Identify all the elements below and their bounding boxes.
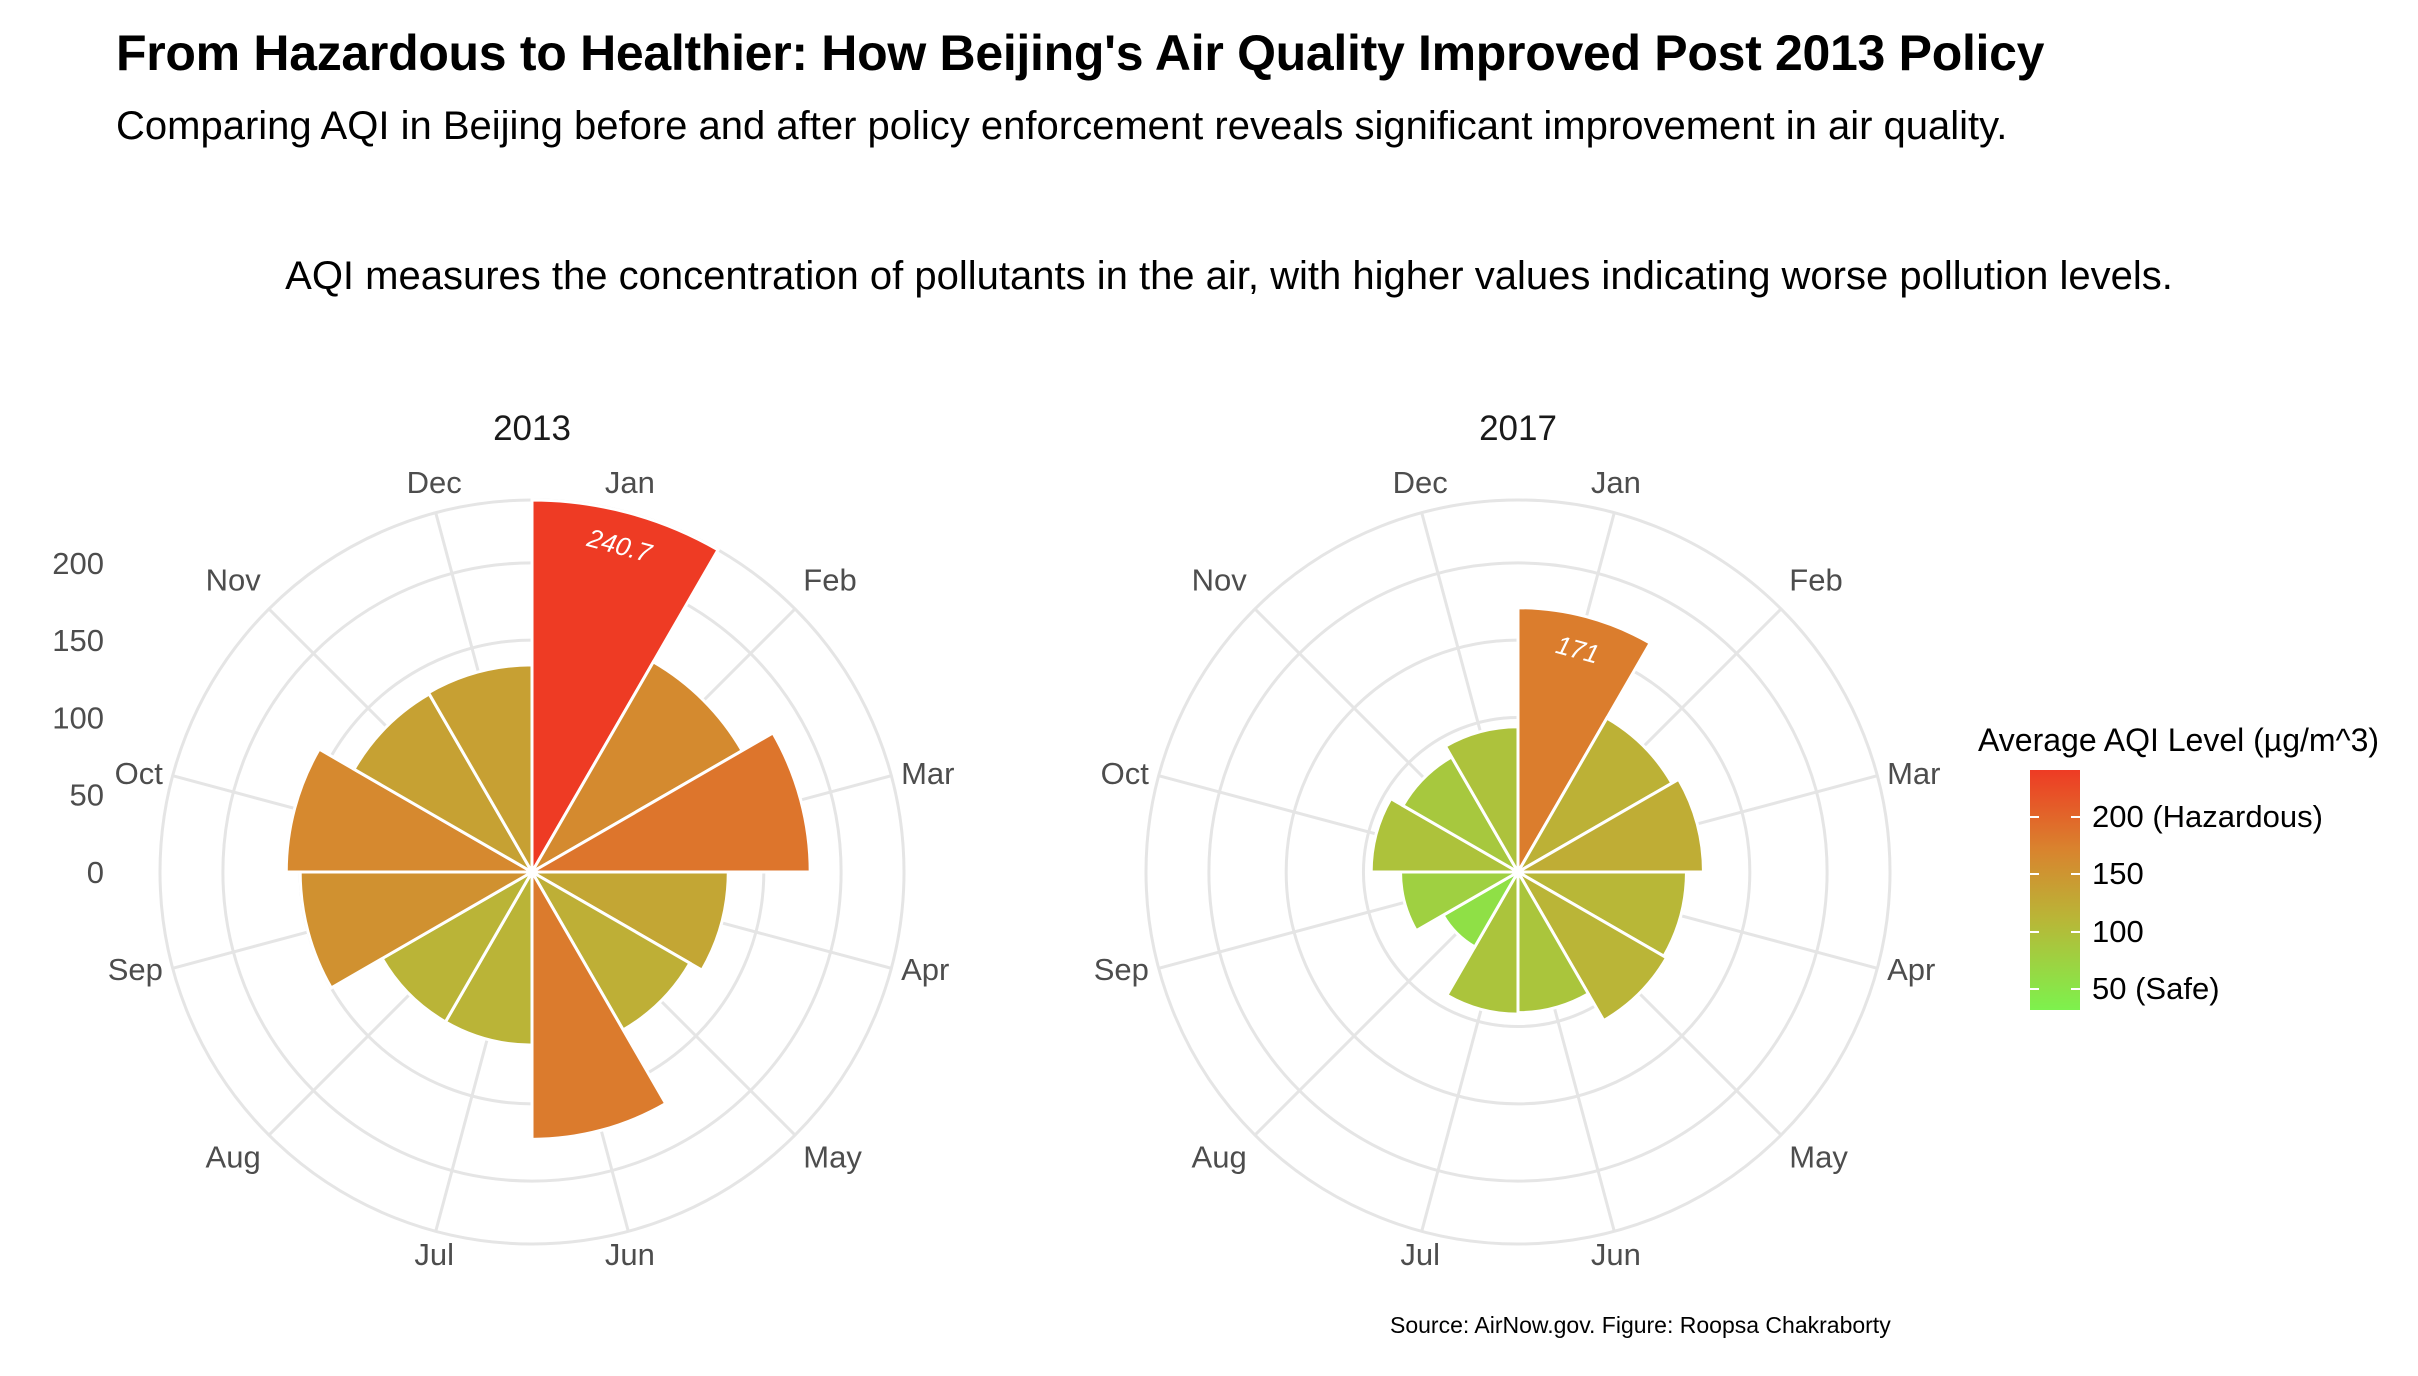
month-label-feb: Feb [803, 563, 856, 598]
month-label-oct: Oct [1101, 756, 1150, 791]
chart-title: From Hazardous to Healthier: How Beijing… [116, 25, 2045, 81]
month-label-oct: Oct [115, 756, 164, 791]
bar-jan [1516, 606, 1653, 878]
month-label-jul: Jul [414, 1237, 454, 1272]
panel-title-2017: 2017 [1479, 409, 1557, 448]
bar-oct [284, 747, 538, 874]
bar-jul [443, 866, 534, 1047]
panel-title-2013: 2013 [493, 409, 571, 448]
legend-color-bar [2030, 770, 2080, 1010]
month-label-dec: Dec [1393, 465, 1448, 500]
month-label-may: May [1789, 1139, 1848, 1174]
bar-mar [526, 730, 812, 874]
radial-tick-label: 50 [70, 778, 104, 813]
month-label-jan: Jan [605, 465, 655, 500]
month-label-mar: Mar [1887, 756, 1940, 791]
month-label-sep: Sep [108, 952, 163, 987]
grid-circle [1144, 498, 1892, 1246]
bar-dec [426, 663, 534, 878]
month-label-nov: Nov [206, 563, 262, 598]
grid-circle [1207, 561, 1829, 1183]
bar-aug [380, 867, 537, 1024]
legend-title: Average AQI Level (µg/m^3) [1978, 722, 2380, 758]
month-label-nov: Nov [1192, 563, 1248, 598]
month-label-mar: Mar [901, 756, 954, 791]
bar-jan [530, 498, 721, 878]
bar-sep [298, 870, 538, 990]
bar-may [1513, 867, 1669, 1023]
bar-dec [1443, 725, 1520, 878]
month-label-aug: Aug [206, 1139, 261, 1174]
legend-label: 200 (Hazardous) [2092, 798, 2323, 834]
month-label-apr: Apr [1887, 952, 1935, 987]
bar-feb [1513, 716, 1674, 877]
bar-apr [1512, 870, 1688, 959]
month-label-feb: Feb [1789, 563, 1842, 598]
month-label-aug: Aug [1192, 1139, 1247, 1174]
bar-feb [527, 659, 745, 877]
month-label-apr: Apr [901, 952, 949, 987]
month-label-jan: Jan [1591, 465, 1641, 500]
chart-subtitle: Comparing AQI in Beijing before and afte… [116, 104, 2008, 148]
bar-mar [1512, 777, 1705, 874]
radial-tick-label: 100 [52, 700, 104, 735]
legend-label: 150 [2092, 856, 2144, 892]
bar-jul [1444, 866, 1520, 1016]
bar-nov [351, 691, 537, 877]
bar-may [527, 867, 692, 1032]
chart-caption: AQI measures the concentration of pollut… [285, 254, 2173, 298]
month-label-jul: Jul [1400, 1237, 1440, 1272]
bar-oct [1369, 796, 1524, 874]
radial-tick-label: 0 [87, 855, 104, 890]
month-label-jun: Jun [605, 1237, 655, 1272]
radial-tick-label: 150 [52, 623, 104, 658]
source-note: Source: AirNow.gov. Figure: Roopsa Chakr… [1390, 1312, 1891, 1338]
month-label-jun: Jun [1591, 1237, 1641, 1272]
month-label-dec: Dec [407, 465, 462, 500]
legend-label: 50 (Safe) [2092, 971, 2220, 1007]
month-label-may: May [803, 1139, 862, 1174]
legend-label: 100 [2092, 913, 2144, 949]
month-label-sep: Sep [1094, 952, 1149, 987]
bar-jun [530, 866, 668, 1141]
radial-tick-label: 200 [52, 546, 104, 581]
bar-apr [526, 870, 730, 973]
